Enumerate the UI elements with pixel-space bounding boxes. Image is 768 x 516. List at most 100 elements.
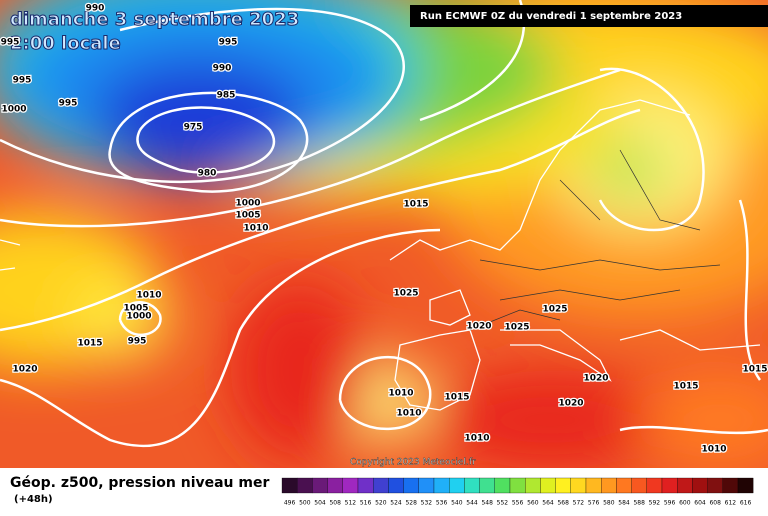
isobar-label: 1020 (466, 322, 491, 332)
isobar-label: 1015 (444, 393, 469, 403)
isobar-label: 1010 (396, 409, 421, 419)
isobar-labels: 9909959909859759801000100510109959951000… (0, 2, 768, 456)
scale-swatch (357, 477, 374, 494)
scale-label: 564 (542, 500, 554, 507)
scale-label: 524 (390, 500, 402, 507)
scale-swatch (297, 477, 313, 494)
isobar-label: 1010 (388, 389, 413, 399)
coastlines (0, 99, 761, 411)
isobar-label: 1020 (558, 399, 583, 409)
scale-swatch (692, 477, 708, 494)
isobar-label: 1000 (126, 312, 151, 322)
isobar-label: 1010 (136, 291, 161, 301)
scale-swatch (327, 477, 343, 494)
isobar-label: 1020 (583, 374, 608, 384)
isobar-label: 1025 (393, 289, 418, 299)
isobar-label: 995 (219, 38, 238, 48)
scale-swatch (418, 477, 435, 494)
scale-swatch (570, 477, 587, 494)
isobar-label: 1010 (701, 445, 726, 455)
scale-swatch (525, 477, 541, 494)
isobar-label: 1015 (742, 365, 767, 375)
scale-swatch (646, 477, 663, 494)
scale-label: 580 (603, 500, 615, 507)
scale-label: 544 (466, 500, 478, 507)
isobar-label: 995 (13, 76, 32, 86)
scale-label: 592 (649, 500, 661, 507)
footer-lead: (+48h) (14, 494, 53, 505)
isobar-label: 990 (213, 64, 232, 74)
isobar-label: 1025 (542, 305, 567, 315)
scale-swatch (540, 477, 556, 494)
isobar-label: 1000 (235, 199, 260, 209)
scale-swatch (464, 477, 480, 494)
isobar-label: 990 (86, 4, 105, 14)
isobars (0, 0, 768, 448)
isobar-label: 995 (128, 337, 147, 347)
scale-swatch (631, 477, 647, 494)
scale-swatch (433, 477, 450, 494)
scale-label: 556 (512, 500, 524, 507)
scale-label: 512 (345, 500, 357, 507)
map-title: dimanche 3 septembre 2023 (10, 9, 299, 30)
scale-label: 548 (481, 500, 493, 507)
isobar-label: 980 (198, 169, 217, 179)
scale-swatch (722, 477, 739, 494)
scale-swatch (479, 477, 495, 494)
scale-label: 612 (725, 500, 737, 507)
scale-label: 528 (405, 500, 417, 507)
scale-swatch (403, 477, 419, 494)
map-field (0, 0, 768, 468)
isobar-label: 1005 (123, 304, 148, 314)
scale-swatch (312, 477, 328, 494)
scale-label: 608 (709, 500, 721, 507)
isobar-label: 995 (1, 38, 20, 48)
isobar-label: 1005 (235, 211, 260, 221)
scale-label: 504 (314, 500, 326, 507)
scale-swatch (281, 477, 298, 494)
scale-swatch (388, 477, 404, 494)
isobar-label: 1015 (77, 339, 102, 349)
scale-label: 584 (618, 500, 630, 507)
copyright: Copyright 2023 Meteociel.fr (350, 458, 476, 468)
scale-label: 496 (284, 500, 296, 507)
scale-label: 600 (679, 500, 691, 507)
scale-label: 616 (740, 500, 752, 507)
isobar-label: 1025 (504, 323, 529, 333)
scale-label: 500 (299, 500, 311, 507)
color-scale: 496 500 504 508 512 516 520 524 528 532 536 540 544 5… (281, 477, 754, 507)
scale-label: 520 (375, 500, 387, 507)
scale-swatch (601, 477, 617, 494)
scale-swatch (737, 477, 754, 494)
scale-label: 516 (360, 500, 372, 507)
borders (469, 149, 721, 331)
scale-swatch (373, 477, 389, 494)
run-label: Run ECMWF 0Z du vendredi 1 septembre 202… (420, 11, 682, 22)
scale-swatch (494, 477, 511, 494)
scale-label: 552 (497, 500, 509, 507)
scale-label: 604 (694, 500, 706, 507)
scale-swatch (449, 477, 465, 494)
isobar-label: 1010 (243, 224, 268, 234)
isobar-label: 1020 (12, 365, 37, 375)
scale-label: 576 (588, 500, 600, 507)
scale-swatch (342, 477, 359, 494)
scale-swatch (677, 477, 693, 494)
scale-label: 588 (633, 500, 645, 507)
footer-title: Géop. z500, pression niveau mer (10, 475, 269, 491)
scale-label: 560 (527, 500, 539, 507)
isobar-label: 1000 (1, 105, 26, 115)
scale-swatch (555, 477, 571, 494)
scale-label: 532 (421, 500, 433, 507)
scale-label: 568 (557, 500, 569, 507)
scale-swatch (585, 477, 602, 494)
scale-label: 508 (329, 500, 341, 507)
scale-swatch (509, 477, 526, 494)
scale-swatch (616, 477, 632, 494)
scale-label: 596 (664, 500, 676, 507)
run-box (410, 5, 768, 27)
isobar-label: 995 (59, 99, 78, 109)
isobar-label: 985 (217, 91, 236, 101)
scale-label: 540 (451, 500, 463, 507)
